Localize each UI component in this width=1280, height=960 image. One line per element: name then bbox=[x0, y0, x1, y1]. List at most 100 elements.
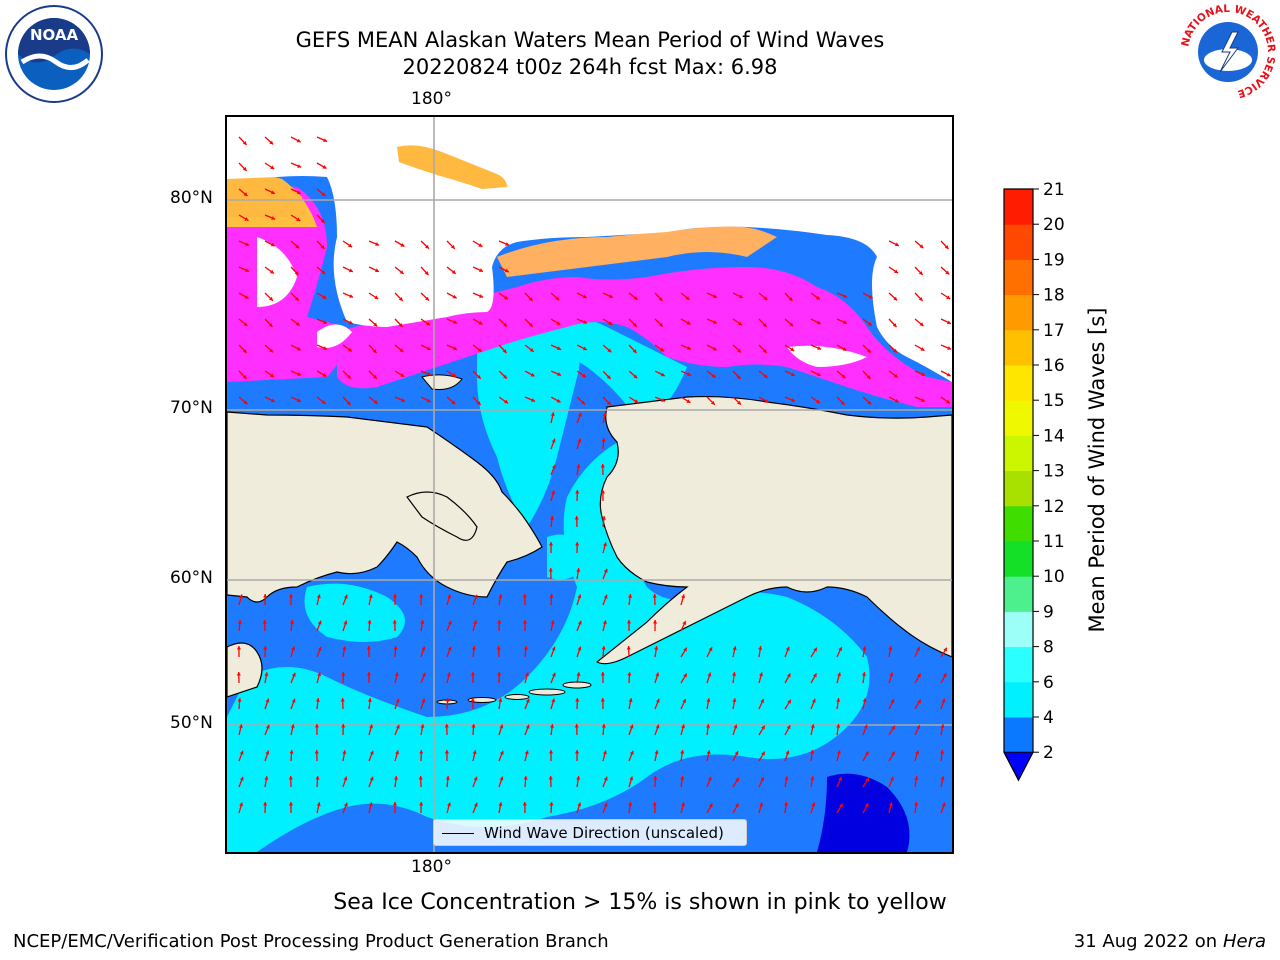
colorbar-tick-label: 8 bbox=[1043, 638, 1054, 658]
wind-wave-arrowhead bbox=[548, 542, 553, 546]
wind-wave-arrowhead bbox=[738, 294, 743, 299]
wind-wave-arrowhead bbox=[321, 270, 326, 275]
wind-wave-arrowhead bbox=[348, 268, 353, 273]
wind-wave-arrowhead bbox=[348, 243, 353, 248]
wind-wave-arrowhead bbox=[946, 295, 951, 299]
colorbar-tick-label: 12 bbox=[1043, 497, 1065, 517]
wind-wave-arrowhead bbox=[320, 245, 325, 249]
wind-wave-arrowhead bbox=[817, 346, 822, 350]
wind-wave-arrowhead bbox=[445, 776, 450, 780]
wind-wave-arrowhead bbox=[322, 373, 327, 377]
siberia-chukotka-peninsula bbox=[406, 491, 478, 541]
colorbar-tick-label: 11 bbox=[1043, 532, 1065, 552]
wind-wave-arrowhead bbox=[296, 138, 301, 143]
wind-wave-arrowhead bbox=[453, 346, 457, 351]
colorbar-tick-label: 10 bbox=[1043, 567, 1065, 587]
wind-wave-arrowhead bbox=[582, 294, 587, 299]
wind-wave-arrowhead bbox=[479, 268, 483, 272]
wind-wave-arrowhead bbox=[606, 375, 611, 379]
wind-wave-arrowhead bbox=[472, 750, 477, 754]
wind-wave-arrowhead bbox=[862, 698, 867, 702]
aleutian-islands bbox=[436, 681, 592, 705]
wind-wave-arrowhead bbox=[393, 646, 398, 650]
colorbar-swatch bbox=[1004, 717, 1033, 753]
noaa-logo-text: NOAA bbox=[30, 26, 79, 44]
wind-wave-arrowhead bbox=[236, 672, 241, 676]
wind-wave-arrowhead bbox=[633, 374, 638, 379]
colorbar-swatch bbox=[1004, 611, 1033, 648]
wind-wave-arrowhead bbox=[940, 750, 945, 754]
wind-wave-arrowhead bbox=[603, 594, 608, 599]
wind-wave-arrowhead bbox=[761, 751, 765, 756]
wind-wave-arrowhead bbox=[917, 699, 921, 704]
wind-wave-arrowhead bbox=[862, 672, 867, 676]
wind-wave-arrowhead bbox=[940, 776, 945, 780]
wind-wave-arrowhead bbox=[314, 724, 319, 728]
wind-wave-arrowhead bbox=[602, 620, 607, 625]
wind-wave-arrowhead bbox=[342, 750, 347, 754]
wind-wave-arrowhead bbox=[680, 750, 685, 754]
wind-wave-arrowhead bbox=[893, 373, 898, 378]
wind-wave-arrowhead bbox=[393, 776, 398, 780]
wind-wave-arrowhead bbox=[947, 320, 951, 325]
wind-wave-arrowhead bbox=[369, 750, 374, 755]
no-data-corner bbox=[227, 117, 327, 179]
wind-wave-arrowhead bbox=[761, 725, 765, 730]
wind-wave-arrowhead bbox=[790, 347, 795, 351]
wind-wave-arrowhead bbox=[528, 297, 533, 301]
wind-wave-arrowhead bbox=[575, 698, 580, 702]
legend-line-swatch bbox=[442, 833, 474, 834]
wind-wave-arrowhead bbox=[654, 646, 659, 650]
wind-wave-arrowhead bbox=[502, 349, 507, 353]
wind-wave-arrowhead bbox=[628, 698, 633, 702]
wind-wave-arrowhead bbox=[760, 699, 764, 703]
wind-wave-arrowhead bbox=[421, 646, 426, 651]
wind-wave-arrowhead bbox=[478, 243, 483, 247]
wind-wave-arrowhead bbox=[706, 750, 711, 755]
map-legend: Wind Wave Direction (unscaled) bbox=[433, 819, 747, 846]
wind-wave-arrowhead bbox=[712, 346, 717, 351]
wind-wave-arrowhead bbox=[524, 750, 529, 755]
wind-wave-arrowhead bbox=[294, 271, 299, 275]
wind-wave-arrowhead bbox=[470, 698, 475, 702]
wind-wave-arrowhead bbox=[392, 594, 397, 598]
colorbar-swatch bbox=[1004, 400, 1033, 436]
wind-wave-arrowhead bbox=[551, 464, 556, 469]
wind-wave-arrowhead bbox=[447, 646, 452, 651]
wind-wave-arrowhead bbox=[760, 777, 765, 781]
wind-wave-arrowhead bbox=[634, 399, 639, 403]
wind-wave-arrowhead bbox=[893, 348, 897, 353]
wind-wave-arrowhead bbox=[550, 412, 555, 417]
wind-wave-arrowhead bbox=[343, 594, 348, 599]
wind-wave-arrowhead bbox=[419, 750, 424, 754]
wind-wave-arrowhead bbox=[237, 698, 242, 702]
legend-label: Wind Wave Direction (unscaled) bbox=[484, 824, 724, 842]
wind-wave-arrowhead bbox=[296, 217, 301, 221]
colorbar-swatch bbox=[1004, 470, 1033, 507]
wind-wave-arrowhead bbox=[685, 296, 690, 300]
wind-wave-arrowhead bbox=[367, 620, 372, 624]
wind-wave-arrowhead bbox=[242, 141, 247, 145]
wind-wave-arrowhead bbox=[815, 295, 820, 300]
wind-wave-arrowhead bbox=[498, 698, 503, 702]
wind-wave-arrowhead bbox=[499, 724, 504, 729]
wind-wave-arrowhead bbox=[919, 322, 924, 326]
wind-wave-arrowhead bbox=[398, 323, 403, 327]
wind-wave-arrowhead bbox=[626, 646, 631, 650]
wind-wave-arrowhead bbox=[343, 802, 348, 807]
wind-wave-arrowhead bbox=[453, 320, 458, 324]
wind-wave-arrowhead bbox=[863, 724, 868, 729]
wind-wave-arrowhead bbox=[789, 322, 794, 327]
wind-wave-arrowhead bbox=[498, 594, 503, 598]
sea-ice-floe bbox=[397, 145, 507, 189]
wind-wave-arrowhead bbox=[420, 620, 425, 624]
wind-wave-arrowhead bbox=[710, 400, 715, 405]
colorbar-ticks: 2 4 6 8 9 10 11 12 13 14 15 16 17 18 19 20 21 bbox=[1033, 180, 1065, 763]
wind-wave-arrowhead bbox=[557, 346, 561, 350]
wind-wave-arrowhead bbox=[419, 802, 424, 806]
wind-wave-arrowhead bbox=[264, 672, 269, 676]
wind-wave-arrowhead bbox=[447, 594, 451, 599]
wind-wave-arrowhead bbox=[840, 401, 845, 405]
wind-wave-arrowhead bbox=[473, 802, 478, 807]
wind-wave-arrowhead bbox=[473, 594, 478, 599]
